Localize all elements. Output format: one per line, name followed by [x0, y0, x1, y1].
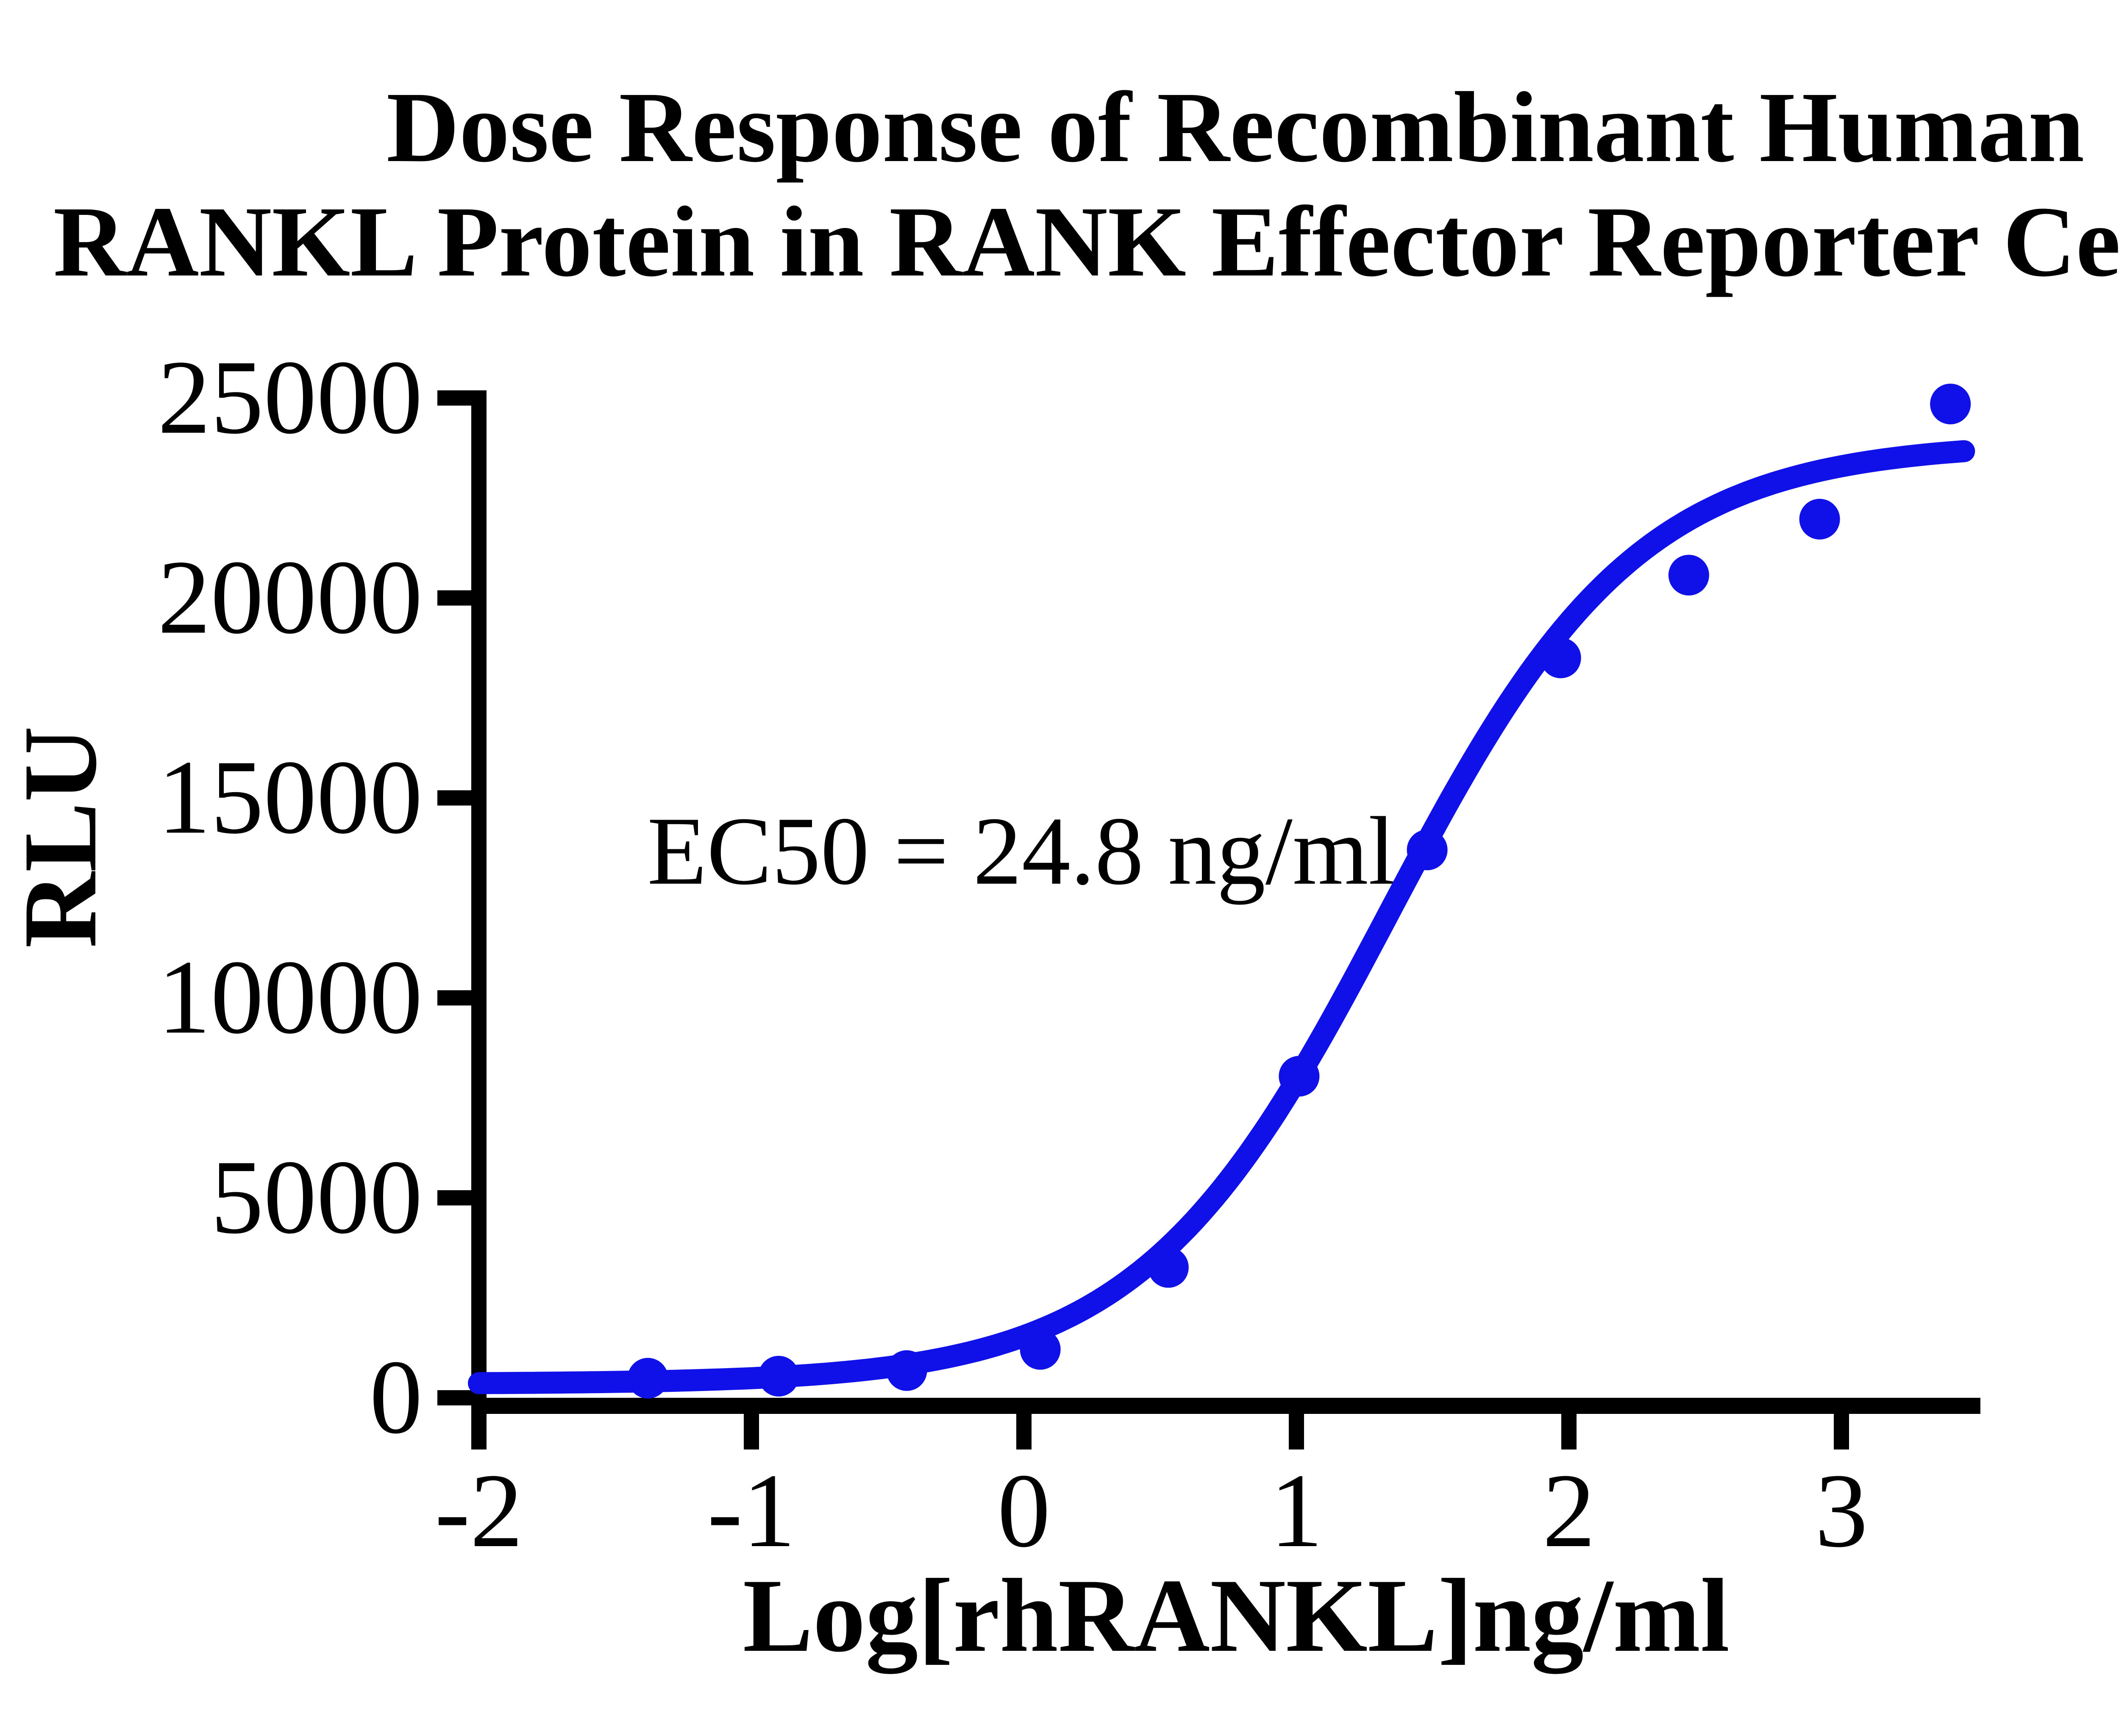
x-axis-label: Log[rhRANKL]ng/ml [743, 1557, 1730, 1674]
data-points [627, 384, 1971, 1399]
x-tick-label: 3 [1815, 1452, 1868, 1569]
x-tick [471, 1414, 487, 1449]
y-axis-line [471, 390, 487, 1405]
x-tick [744, 1414, 759, 1449]
x-axis-line [471, 1398, 1980, 1414]
ec50-annotation: EC50 = 24.8 ng/ml [647, 797, 1395, 905]
y-tick [437, 990, 471, 1006]
y-tick [437, 1390, 471, 1405]
x-tick-label: 1 [1270, 1452, 1323, 1569]
data-point [758, 1356, 799, 1397]
x-tick [1834, 1414, 1849, 1449]
data-point [1020, 1329, 1061, 1370]
fit-curve-line [468, 440, 1975, 1394]
data-point [1407, 829, 1448, 871]
x-tick-label: 0 [998, 1452, 1051, 1569]
x-tick [1016, 1414, 1032, 1449]
y-tick-label: 25000 [158, 339, 423, 456]
y-axis: 0 5000 10000 15000 20000 25000 [158, 339, 487, 1456]
data-point [1148, 1247, 1189, 1288]
data-point [886, 1350, 927, 1391]
chart-title-line1: Dose Response of Recombinant Human [387, 72, 2085, 183]
y-tick [437, 390, 471, 406]
data-point [1540, 637, 1581, 679]
data-point [1930, 384, 1971, 425]
y-tick [437, 790, 471, 806]
y-tick [437, 590, 471, 606]
y-tick-label: 20000 [158, 539, 423, 656]
x-axis: -2 -1 0 1 2 3 [435, 1398, 1980, 1569]
x-tick-label: 2 [1543, 1452, 1596, 1569]
x-tick-label: -2 [435, 1452, 523, 1569]
x-tick [1289, 1414, 1304, 1449]
y-tick [437, 1190, 471, 1206]
y-axis-label: RLU [2, 726, 118, 948]
data-point [627, 1358, 668, 1399]
y-tick-label: 0 [370, 1338, 423, 1456]
y-tick-label: 15000 [158, 739, 423, 856]
x-tick-label: -1 [707, 1452, 795, 1569]
x-tick [1561, 1414, 1577, 1449]
data-point [1668, 555, 1709, 595]
data-point [1279, 1056, 1320, 1097]
y-tick-label: 10000 [158, 938, 423, 1056]
data-point [1799, 498, 1840, 540]
chart-title-line2: RANKL Protein in RANK Effector Reporter … [53, 186, 2119, 298]
y-tick-label: 5000 [211, 1138, 423, 1256]
